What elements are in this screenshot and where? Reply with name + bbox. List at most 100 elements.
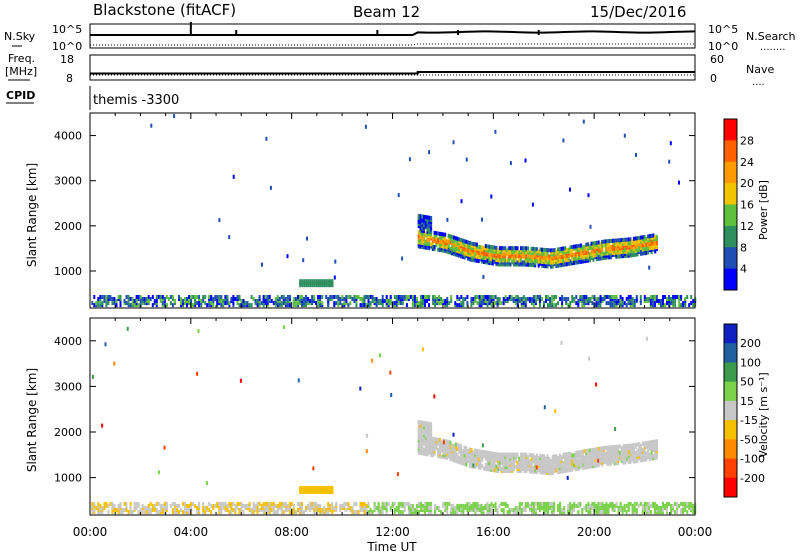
data-cell [527,252,530,257]
data-cell [284,301,287,306]
data-cell [564,246,567,251]
data-cell [463,249,466,254]
data-cell [476,501,479,506]
data-cell [583,465,586,470]
data-cell [159,506,162,510]
data-cell [650,452,653,457]
data-cell [363,506,366,510]
data-cell [647,444,650,449]
data-cell [534,467,537,472]
data-cell [369,301,372,306]
data-cell [530,465,533,470]
data-cell [437,439,440,444]
data-cell [546,250,549,255]
data-cell [539,247,542,252]
data-cell [421,430,424,435]
data-cell [456,506,459,510]
data-cell [475,254,478,259]
data-cell [559,501,562,506]
data-cell [509,462,512,467]
colorbar-tick-label: 4 [740,263,747,276]
colorbar-segment [724,477,737,498]
colorbar-segment [724,458,737,479]
data-cell [546,471,549,475]
data-cell [493,253,496,258]
data-cell [618,454,621,459]
data-cell [498,467,501,471]
data-cell [634,459,637,464]
data-cell [212,301,215,306]
data-cell [458,456,461,461]
data-cell [597,506,600,510]
data-cell [604,458,607,462]
data-cell [560,463,563,468]
data-cell [550,250,553,255]
data-cell [266,510,269,515]
data-cell [230,501,233,506]
data-cell [461,238,464,243]
data-cell [666,501,668,506]
data-cell [502,467,505,471]
xaxis-label: Time UT [366,540,417,554]
data-cell [190,299,193,303]
data-cell [588,244,591,248]
data-cell [680,295,683,299]
data-cell [513,250,515,255]
data-cell [520,256,523,261]
data-cell [643,243,646,248]
data-cell [655,453,658,458]
data-cell [627,452,630,456]
y-tick-label: 2000 [54,220,82,233]
data-cell [543,258,545,262]
data-cell [680,510,683,515]
data-cell [256,303,259,308]
data-cell [576,464,579,469]
data-cell [496,297,499,301]
data-cell [466,501,469,506]
data-cell [633,457,635,462]
data-cell [539,506,541,510]
data-cell [222,506,225,510]
data-cell [367,295,370,299]
data-cell [525,452,528,457]
data-cell [359,303,362,308]
data-cell [597,463,600,468]
data-cell [664,303,666,308]
data-cell [548,460,551,465]
data-cell [655,439,658,444]
data-cell [498,503,501,508]
data-cell [558,463,561,468]
data-cell [151,506,154,510]
data-cell [486,258,489,263]
data-cell [272,506,275,510]
data-cell [204,510,207,515]
data-cell [532,246,535,251]
data-cell [379,510,382,515]
data-cell [576,458,579,463]
data-cell [662,301,664,306]
data-cell [585,258,588,263]
data-cell [505,467,508,471]
data-cell [565,452,568,457]
data-cell [186,297,188,301]
data-cell [637,503,640,508]
data-cell [456,510,459,515]
data-cell [493,468,496,473]
data-cell [617,301,620,306]
data-cell [633,236,635,241]
data-cell [171,501,174,506]
data-cell [486,501,489,506]
data-cell [428,510,430,515]
data-cell [417,420,420,424]
data-cell [424,450,427,454]
data-cell [445,445,448,450]
data-cell [415,510,418,515]
data-cell [428,446,431,451]
data-cell [534,510,537,515]
data-cell [502,248,505,253]
data-cell [415,503,418,508]
data-cell [493,456,496,461]
data-cell [574,465,577,470]
data-cell [520,508,523,512]
data-cell [521,454,524,459]
